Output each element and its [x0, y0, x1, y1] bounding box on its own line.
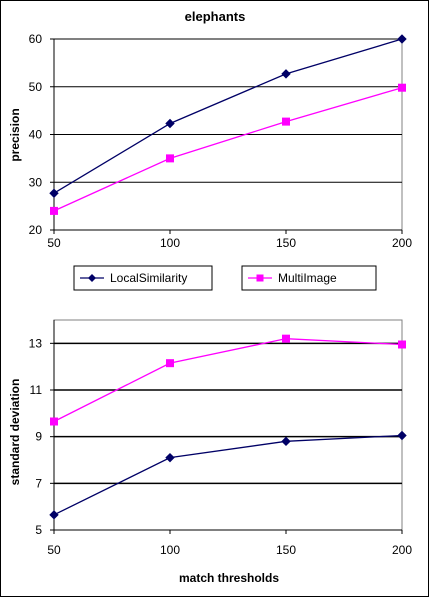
data-point-localsimilarity: [281, 436, 291, 447]
y-axis-label-std-dev: standard deviation: [8, 379, 22, 486]
y-tick-label: 20: [29, 223, 43, 237]
x-tick-label: 50: [47, 543, 61, 557]
y-tick-label: 7: [35, 476, 42, 490]
data-point-multiimage: [50, 417, 58, 426]
data-point-multiimage: [282, 334, 290, 343]
x-tick-label: 150: [276, 543, 296, 557]
legend-label-multiimage: MultiImage: [278, 271, 337, 285]
y-tick-label: 11: [30, 383, 43, 397]
y-tick-label: 30: [29, 175, 43, 189]
series-line-localsimilarity: [53, 38, 403, 194]
x-tick-label: 150: [276, 236, 296, 250]
data-point-localsimilarity: [397, 430, 407, 441]
legend-marker-diamond: [88, 274, 96, 282]
data-point-multiimage: [166, 359, 174, 368]
x-tick-label: 100: [160, 236, 180, 250]
series-line-multiimage: [53, 338, 403, 423]
x-axis-label: match thresholds: [179, 571, 279, 585]
series-line-multiimage: [53, 87, 403, 212]
chart-title: elephants: [185, 9, 246, 24]
data-point-localsimilarity: [397, 34, 407, 44]
data-point-multiimage: [50, 206, 58, 215]
y-tick-label: 60: [29, 32, 43, 46]
data-point-localsimilarity: [49, 510, 59, 520]
x-tick-label: 100: [160, 543, 180, 557]
x-tick-label: 50: [47, 236, 61, 250]
y-tick-label: 5: [35, 523, 42, 537]
data-point-multiimage: [282, 117, 290, 126]
legend-marker-square: [256, 274, 264, 282]
x-tick-label: 200: [392, 236, 412, 250]
legend-label-localsimilarity: LocalSimilarity: [110, 271, 187, 285]
y-tick-label: 50: [29, 80, 43, 94]
data-point-localsimilarity: [165, 118, 175, 129]
data-point-localsimilarity: [281, 69, 291, 79]
y-tick-label: 13: [29, 336, 43, 350]
y-tick-label: 9: [35, 430, 42, 444]
y-axis-label-precision: precision: [8, 108, 22, 161]
series-line-localsimilarity: [53, 434, 403, 516]
data-point-localsimilarity: [49, 188, 59, 198]
data-point-localsimilarity: [165, 452, 175, 463]
data-point-multiimage: [398, 340, 406, 349]
data-point-multiimage: [398, 83, 406, 92]
x-tick-label: 200: [392, 543, 412, 557]
data-point-multiimage: [166, 154, 174, 163]
y-tick-label: 40: [29, 128, 43, 142]
